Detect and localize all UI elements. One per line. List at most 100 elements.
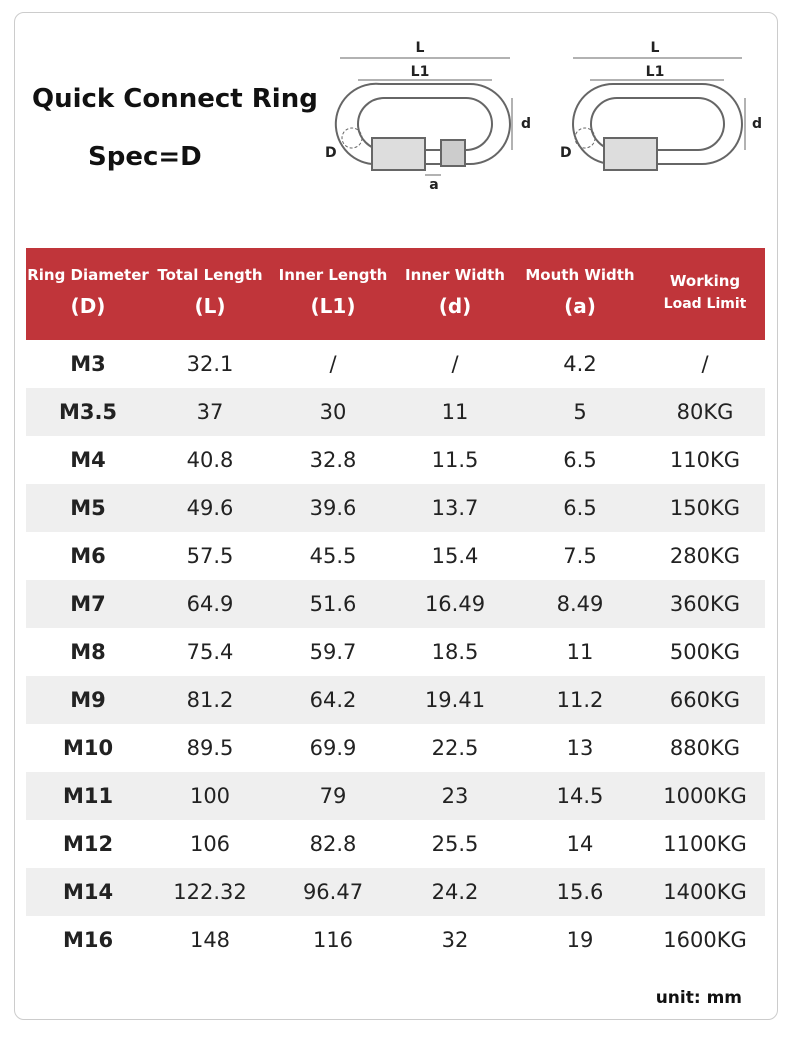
table-cell: 13.7: [431, 496, 479, 520]
header-text: (D): [70, 294, 106, 318]
title: Quick Connect Ring: [32, 84, 318, 114]
table-header: Ring Diameter (D) Total Length (L) Inner Len…: [26, 248, 765, 340]
header-text: (a): [564, 294, 596, 318]
diagram-label: d: [521, 116, 531, 132]
unit-note: unit: mm: [655, 988, 742, 1008]
diagram-label: D: [560, 145, 572, 161]
table-cell: 89.5: [186, 736, 234, 760]
table-cell: 25.5: [431, 832, 479, 856]
header-text: (d): [438, 294, 472, 318]
ring-diagram: [572, 57, 746, 171]
header-text: Total Length: [157, 266, 263, 284]
table-cell: 18.5: [431, 640, 479, 664]
table-cell: 5: [573, 400, 587, 424]
diagram-label: L: [416, 40, 425, 56]
table-cell: /: [451, 352, 459, 376]
diagram-label: d: [752, 116, 762, 132]
table-cell: M7: [70, 592, 106, 616]
table-cell: 16.49: [424, 592, 486, 616]
table-cell: M3.5: [58, 400, 118, 424]
frame: [14, 12, 778, 1020]
header-text: (L1): [310, 294, 356, 318]
table-cell: 96.47: [302, 880, 364, 904]
table-cell: /: [329, 352, 337, 376]
table-cell: 4.2: [563, 352, 597, 376]
header-cell: Mouth Width (a): [518, 248, 642, 340]
table-row: M14 122.32 96.47 24.2 15.6 1400KG: [26, 868, 765, 916]
table-row: M6 57.5 45.5 15.4 7.5 280KG: [26, 532, 765, 580]
table-cell: 49.6: [186, 496, 234, 520]
table-cell: M5: [70, 496, 106, 520]
table-cell: 32.8: [309, 448, 357, 472]
table-cell: 360KG: [669, 592, 741, 616]
diagram-label: L1: [411, 64, 430, 80]
table-row: M8 75.4 59.7 18.5 11 500KG: [26, 628, 765, 676]
header-text: Inner Length: [278, 266, 388, 284]
table-cell: 116: [312, 928, 354, 952]
table-cell: 22.5: [431, 736, 479, 760]
table-cell: 13: [566, 736, 594, 760]
diagram-label: D: [325, 145, 337, 161]
table-cell: 19: [566, 928, 594, 952]
table-cell: 32.1: [186, 352, 234, 376]
ring-diagram: [334, 57, 513, 176]
table-cell: 59.7: [309, 640, 357, 664]
diagram-label: a: [429, 177, 438, 193]
diagrams: L L1 d D a L L1 d D: [325, 40, 762, 193]
table-cell: M10: [62, 736, 114, 760]
table-cell: 57.5: [186, 544, 234, 568]
table-cell: 1000KG: [663, 784, 747, 808]
table-cell: 24.2: [431, 880, 479, 904]
table-cell: M6: [70, 544, 106, 568]
table-cell: M4: [70, 448, 106, 472]
header-text: (L): [194, 294, 226, 318]
table-cell: M14: [62, 880, 114, 904]
table-cell: 8.49: [556, 592, 604, 616]
table-cell: 660KG: [669, 688, 741, 712]
table-cell: 150KG: [669, 496, 741, 520]
table-cell: 500KG: [669, 640, 741, 664]
table-cell: M16: [62, 928, 114, 952]
subtitle: Spec=D: [88, 142, 202, 172]
table-cell: 1400KG: [663, 880, 747, 904]
table-cell: 69.9: [309, 736, 357, 760]
table-cell: M8: [70, 640, 106, 664]
table-cell: 11: [566, 640, 594, 664]
header-cell: Ring Diameter (D): [26, 248, 150, 340]
table-cell: 7.5: [563, 544, 597, 568]
table-cell: 64.2: [309, 688, 357, 712]
header-cell: Inner Width (d): [393, 248, 517, 340]
header-text: Ring Diameter: [27, 266, 149, 284]
table-row: M5 49.6 39.6 13.7 6.5 150KG: [26, 484, 765, 532]
table-cell: 11: [441, 400, 469, 424]
table-cell: M11: [62, 784, 114, 808]
table-cell: 280KG: [669, 544, 741, 568]
header-text: Working: [669, 272, 741, 290]
header-text: Mouth Width: [525, 266, 635, 284]
table-row: M7 64.9 51.6 16.49 8.49 360KG: [26, 580, 765, 628]
table-cell: 19.41: [424, 688, 486, 712]
table-cell: 11.2: [556, 688, 604, 712]
header-text: Inner Width: [404, 266, 505, 284]
table-cell: 51.6: [309, 592, 357, 616]
table-cell: 1100KG: [663, 832, 747, 856]
table-cell: 45.5: [309, 544, 357, 568]
table-row: M4 40.8 32.8 11.5 6.5 110KG: [26, 436, 765, 484]
table-cell: 40.8: [186, 448, 234, 472]
table-cell: M3: [70, 352, 106, 376]
table-cell: 122.32: [173, 880, 247, 904]
table-row: M9 81.2 64.2 19.41 11.2 660KG: [26, 676, 765, 724]
table-row: M3.5 37 30 11 5 80KG: [26, 388, 765, 436]
table-row: M16 148 116 32 19 1600KG: [26, 916, 765, 964]
table-cell: 82.8: [309, 832, 357, 856]
table-cell: 110KG: [669, 448, 741, 472]
header-cell: Total Length (L): [148, 248, 272, 340]
table-cell: 106: [189, 832, 231, 856]
table-cell: 15.4: [431, 544, 479, 568]
table-row: M11 100 79 23 14.5 1000KG: [26, 772, 765, 820]
table-cell: 75.4: [186, 640, 234, 664]
table-cell: 6.5: [563, 496, 597, 520]
table-row: M10 89.5 69.9 22.5 13 880KG: [26, 724, 765, 772]
diagram-label: L1: [646, 64, 665, 80]
